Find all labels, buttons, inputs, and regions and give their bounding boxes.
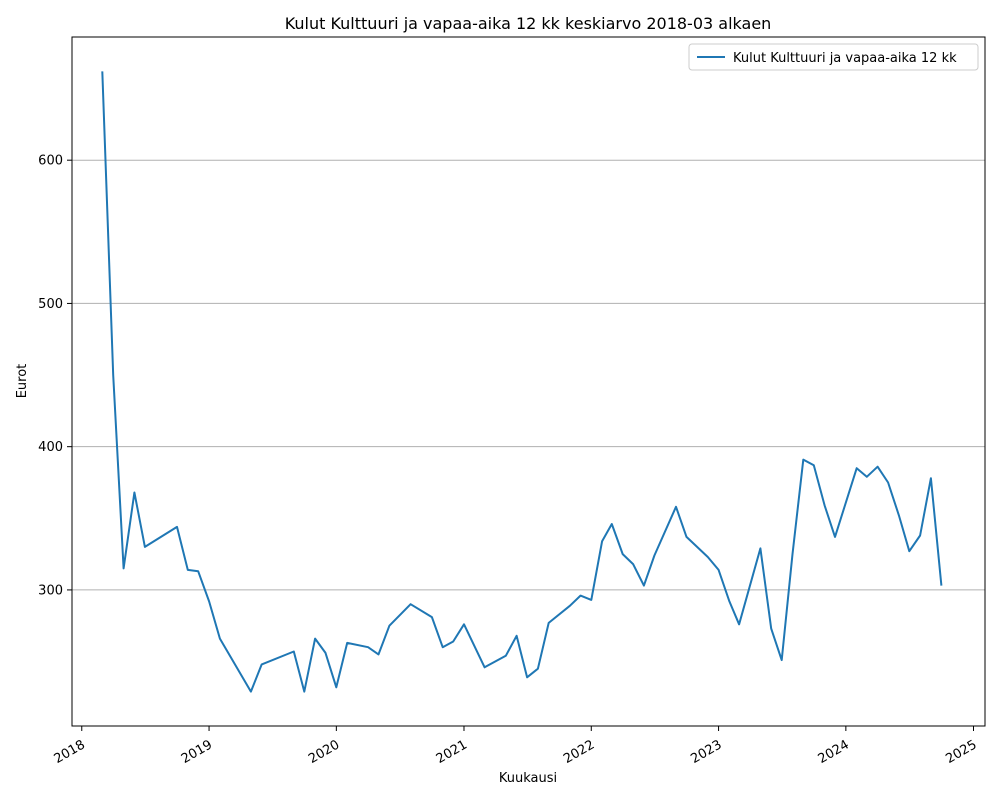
- y-tick-label: 300: [38, 583, 63, 598]
- y-tick-label: 500: [38, 297, 63, 312]
- x-axis-label: Kuukausi: [499, 771, 557, 786]
- y-axis-ticks: 300 400 500 600: [38, 154, 72, 598]
- x-tick-label: 2022: [561, 737, 597, 767]
- series-line: [101, 71, 943, 693]
- legend-entry-label: Kulut Kulttuuri ja vapaa-aika 12 kk: [733, 51, 957, 66]
- y-gridlines: [72, 159, 985, 591]
- plot-frame: [71, 36, 986, 727]
- x-tick-label: 2023: [688, 737, 724, 767]
- y-axis-label: Eurot: [15, 364, 30, 399]
- x-tick-label: 2021: [434, 737, 470, 767]
- legend-box: [688, 43, 979, 71]
- chart-title: Kulut Kulttuuri ja vapaa-aika 12 kk kesk…: [285, 14, 772, 33]
- x-tick-label: 2018: [52, 737, 88, 767]
- x-tick-label: 2020: [306, 737, 342, 767]
- x-tick-label: 2025: [943, 737, 979, 767]
- legend: Kulut Kulttuuri ja vapaa-aika 12 kk: [688, 43, 979, 71]
- x-tick-label: 2024: [816, 737, 852, 767]
- y-tick-label: 400: [38, 440, 63, 455]
- y-tick-label: 600: [38, 154, 63, 169]
- x-tick-label: 2019: [179, 737, 215, 767]
- x-axis-ticks: 2018 2019 2020 2021 2022 2023 2024 2025: [52, 726, 979, 767]
